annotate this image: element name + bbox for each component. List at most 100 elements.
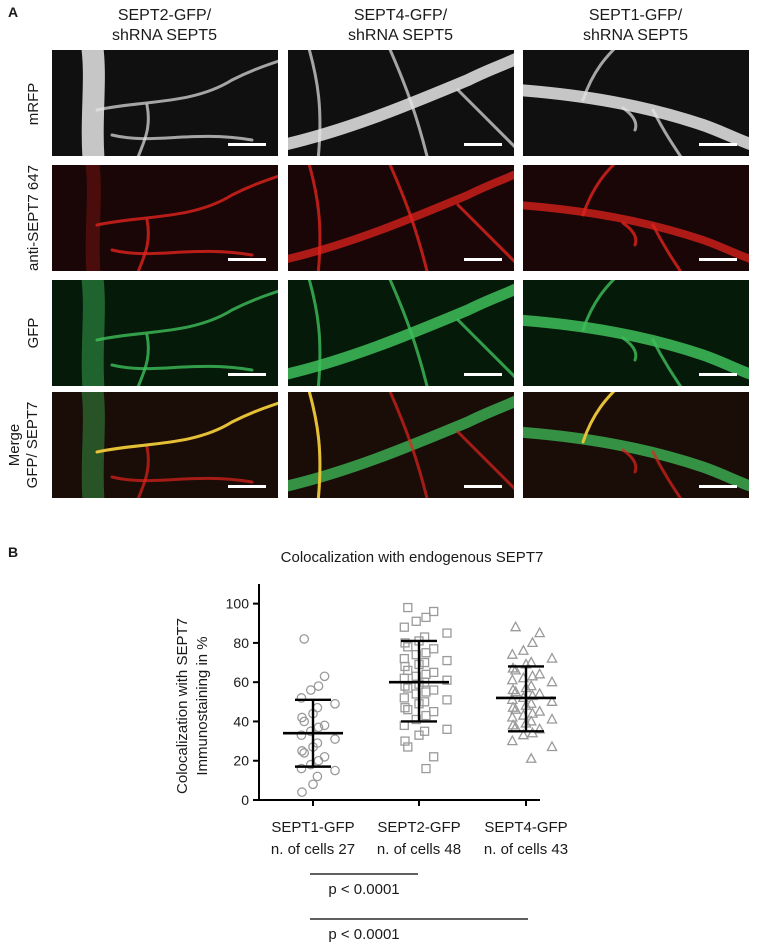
scale-bar xyxy=(228,485,266,488)
scale-bar xyxy=(699,373,737,376)
scale-bar xyxy=(228,258,266,261)
data-point-square xyxy=(403,683,413,693)
data-point-circle xyxy=(305,759,316,770)
scale-bar xyxy=(699,143,737,146)
data-point-square xyxy=(429,667,439,678)
data-point-square xyxy=(400,736,410,746)
micrograph-tile xyxy=(288,165,514,271)
column-header-line2: shRNA SEPT5 xyxy=(112,27,217,44)
row-label-line2: GFP/ SEPT7 xyxy=(24,401,41,489)
x-tick-label: SEPT1-GFP xyxy=(271,819,354,836)
data-point-circle xyxy=(305,685,316,695)
data-point-triangle xyxy=(525,715,537,726)
data-point-triangle xyxy=(526,707,539,718)
data-point-circle xyxy=(299,716,310,727)
data-point-circle xyxy=(296,693,307,703)
micrograph-tile xyxy=(523,165,749,271)
row-label-anti-sept7: anti-SEPT7 647 xyxy=(25,165,43,271)
row-label-mrfp: mRFP xyxy=(25,83,43,126)
data-point-circle xyxy=(319,671,330,682)
micrograph-tile xyxy=(288,50,514,156)
data-point-square xyxy=(403,602,413,613)
micrograph-tile xyxy=(52,280,278,386)
data-point-square xyxy=(411,714,421,725)
data-point-triangle xyxy=(506,734,519,746)
micrograph-tile xyxy=(52,392,278,498)
data-point-square xyxy=(403,642,413,652)
data-point-circle xyxy=(330,698,340,709)
data-point-square xyxy=(411,689,421,699)
x-tick-sublabel: n. of cells 48 xyxy=(377,841,461,858)
data-point-square xyxy=(442,655,452,666)
data-point-triangle xyxy=(546,713,558,724)
scale-bar xyxy=(699,485,737,488)
data-point-square xyxy=(421,687,431,697)
data-point-triangle xyxy=(546,740,558,752)
panel-b-letter: B xyxy=(8,544,19,560)
data-point-triangle xyxy=(533,667,546,679)
data-point-triangle xyxy=(525,697,537,708)
column-header-line2: shRNA SEPT5 xyxy=(583,27,688,44)
data-point-circle xyxy=(312,702,323,713)
data-point-square xyxy=(399,622,409,632)
data-point-circle xyxy=(297,787,307,797)
data-point-triangle xyxy=(533,722,546,734)
scale-bar xyxy=(228,143,266,146)
x-tick-label: SEPT2-GFP xyxy=(377,819,460,836)
data-point-square xyxy=(399,653,409,664)
row-label-line1: GFP xyxy=(25,317,42,349)
chart-points xyxy=(296,602,558,797)
data-point-triangle xyxy=(509,620,522,632)
micrograph-tile xyxy=(523,50,749,156)
data-point-circle xyxy=(308,779,318,790)
scale-bar xyxy=(464,143,502,146)
significance-label-1: p < 0.0001 xyxy=(328,881,399,898)
data-point-square xyxy=(403,742,413,752)
scale-bar xyxy=(464,258,502,261)
row-label-line1: anti-SEPT7 647 xyxy=(25,165,42,271)
data-point-square xyxy=(403,705,413,715)
column-header-sept4: SEPT4-GFP/ shRNA SEPT5 xyxy=(288,6,513,46)
data-point-square xyxy=(442,675,452,685)
data-point-circle xyxy=(299,634,310,644)
data-point-square xyxy=(421,669,431,679)
scale-bar xyxy=(699,258,737,261)
data-point-square xyxy=(419,657,430,668)
significance-label-2: p < 0.0001 xyxy=(328,926,399,943)
data-point-triangle xyxy=(526,689,539,701)
row-label-merge: Merge GFP/ SEPT7 xyxy=(6,402,42,489)
data-point-circle xyxy=(313,722,324,733)
data-point-square xyxy=(442,695,452,705)
colocalization-chart: Colocalization with endogenous SEPT7 Col… xyxy=(174,549,568,943)
scale-bar xyxy=(464,485,502,488)
data-point-circle xyxy=(330,765,340,776)
data-point-triangle xyxy=(517,644,530,655)
data-point-square xyxy=(429,685,439,695)
chart-title: Colocalization with endogenous SEPT7 xyxy=(281,549,544,566)
data-point-triangle xyxy=(526,669,539,681)
data-point-triangle xyxy=(509,720,522,732)
data-point-square xyxy=(421,648,431,658)
data-point-square xyxy=(400,703,410,713)
data-point-circle xyxy=(305,726,316,737)
data-point-circle xyxy=(312,771,323,782)
data-point-square xyxy=(419,697,430,707)
row-label-gfp: GFP xyxy=(25,318,43,349)
x-tick-label: SEPT4-GFP xyxy=(484,819,567,836)
data-point-circle xyxy=(296,730,307,741)
micrograph-tile xyxy=(288,280,514,386)
y-tick-label: 0 xyxy=(241,792,249,808)
data-point-circle xyxy=(319,751,330,762)
data-point-circle xyxy=(297,746,307,756)
data-point-square xyxy=(429,606,439,617)
scale-bar xyxy=(228,373,266,376)
column-header-line1: SEPT4-GFP/ xyxy=(353,7,448,24)
data-point-triangle xyxy=(509,664,522,675)
data-point-triangle xyxy=(526,726,539,738)
data-point-triangle xyxy=(525,679,537,691)
data-point-square xyxy=(421,612,431,623)
data-point-triangle xyxy=(506,673,519,685)
x-tick-sublabel: n. of cells 43 xyxy=(484,841,568,858)
data-point-triangle xyxy=(526,636,539,648)
scale-bar xyxy=(464,373,502,376)
